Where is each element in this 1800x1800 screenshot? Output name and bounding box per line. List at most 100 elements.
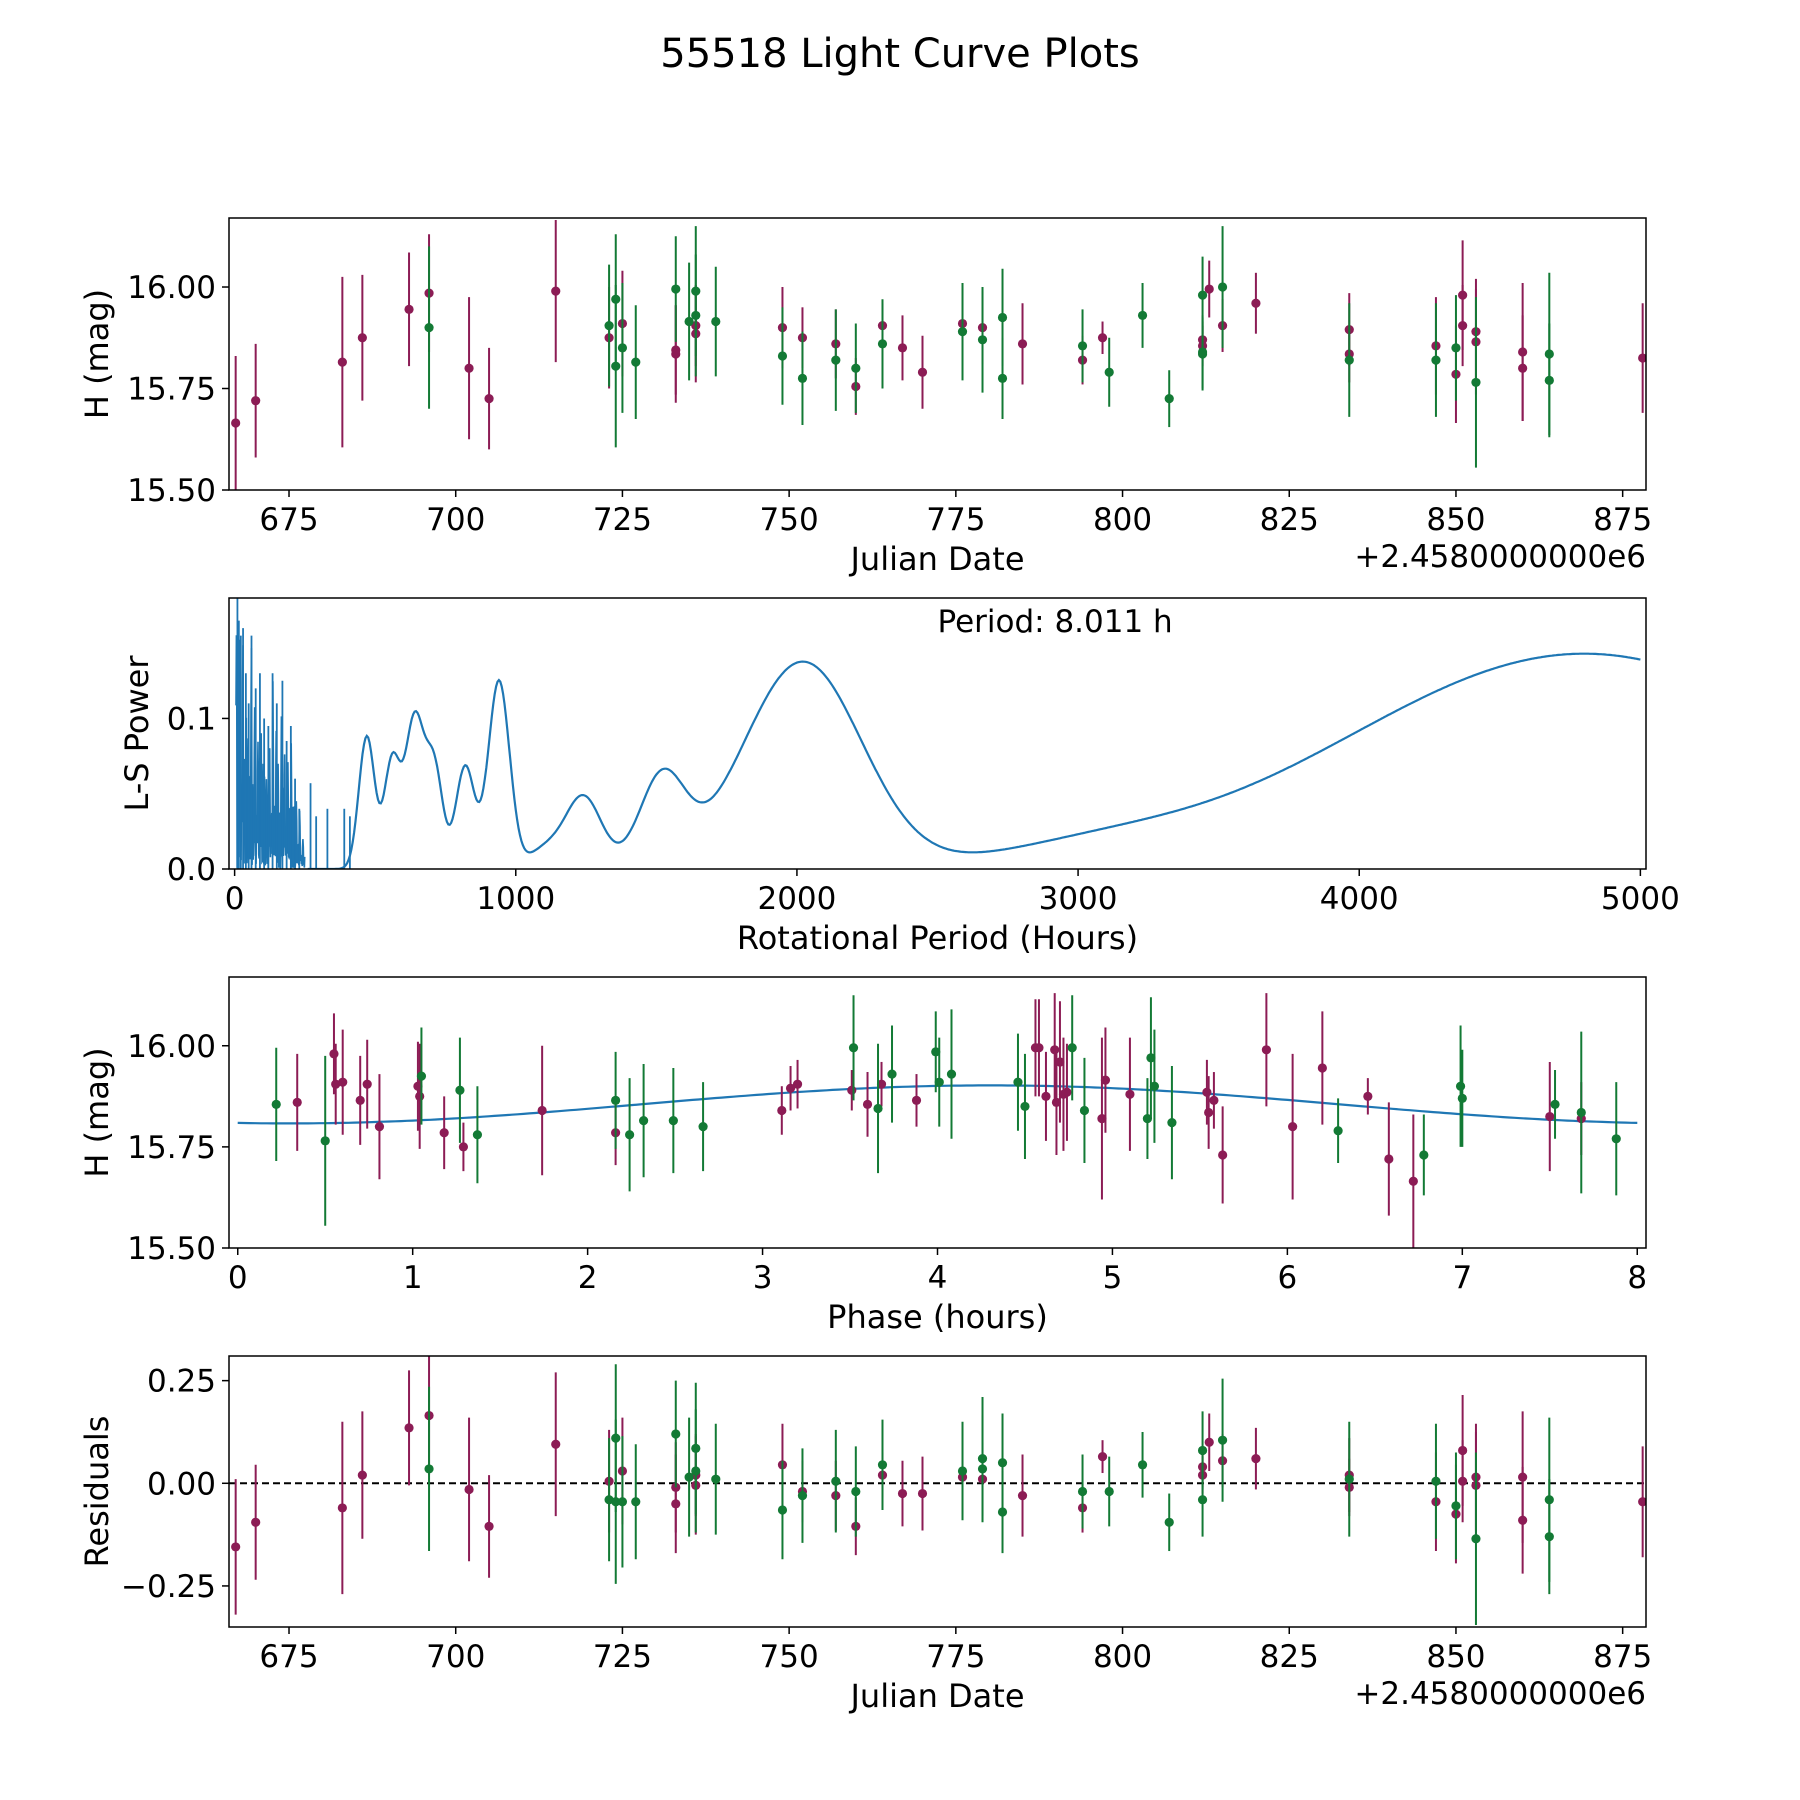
data-point <box>1344 355 1354 365</box>
periodogram-noise <box>235 635 306 869</box>
data-point <box>1457 1093 1467 1103</box>
data-point <box>1164 394 1174 404</box>
data-point <box>877 1460 888 1470</box>
data-point <box>1458 320 1468 331</box>
y-tick-label: 0.00 <box>147 1466 216 1502</box>
period-annotation: Period: 8.011 h <box>938 604 1173 640</box>
data-point <box>1202 1087 1212 1097</box>
x-offset-label: +2.4580000000e6 <box>1354 539 1646 575</box>
data-point <box>957 327 968 337</box>
y-tick-label: 0.0 <box>167 852 216 888</box>
data-point <box>1431 355 1441 365</box>
data-point <box>1431 1476 1441 1486</box>
data-point <box>1137 1460 1148 1470</box>
data-point <box>631 357 641 367</box>
data-point <box>1217 1435 1228 1445</box>
x-tick-label: 0 <box>228 1260 248 1296</box>
data-point <box>231 418 241 428</box>
data-point <box>1251 298 1261 308</box>
data-point <box>1333 1126 1343 1136</box>
data-point <box>777 1505 788 1515</box>
data-point <box>458 1142 469 1152</box>
data-point <box>1204 1107 1214 1118</box>
data-point <box>357 333 367 343</box>
periodogram-line <box>307 652 1641 869</box>
x-tick-label: 7 <box>1452 1260 1472 1296</box>
data-point <box>1251 1454 1261 1464</box>
data-point <box>455 1085 465 1095</box>
data-point <box>424 1464 434 1474</box>
panel-periodogram: 0 1000 2000 3000 4000 5000 0.0 0.1 Rotational Pe… <box>118 597 1680 957</box>
x-tick-label: 750 <box>760 502 819 538</box>
data-point <box>847 1085 857 1095</box>
plot-area-phased <box>237 993 1638 1248</box>
data-point <box>1218 1150 1228 1160</box>
data-point <box>1419 1150 1429 1160</box>
x-tick-label: 2000 <box>757 881 836 917</box>
data-point <box>1104 1486 1114 1497</box>
data-point <box>1067 1043 1077 1053</box>
data-point <box>1471 377 1481 388</box>
y-tick-label: 0.25 <box>147 1364 216 1400</box>
data-point <box>617 343 628 353</box>
x-tick-label: 5000 <box>1601 881 1680 917</box>
data-point <box>1079 1105 1090 1116</box>
x-tick-label: 3 <box>753 1260 773 1296</box>
data-point <box>851 363 861 373</box>
x-tick-label: 800 <box>1093 1639 1152 1675</box>
data-point <box>231 1542 241 1552</box>
data-point <box>362 1079 372 1089</box>
data-point <box>404 304 414 314</box>
data-point <box>931 1047 941 1057</box>
data-point <box>997 1458 1008 1468</box>
data-point <box>877 339 888 349</box>
data-point <box>337 1503 347 1513</box>
data-point <box>671 284 681 294</box>
data-point <box>792 1079 803 1089</box>
data-point <box>1041 1091 1051 1101</box>
x-tick-label: 825 <box>1260 502 1319 538</box>
data-point <box>464 363 474 373</box>
y-tick-label: 16.00 <box>127 1029 216 1065</box>
data-point <box>1013 1077 1023 1087</box>
y-tick-label: 15.50 <box>127 1231 216 1267</box>
data-point <box>848 1043 859 1053</box>
data-point <box>1408 1176 1418 1186</box>
data-point <box>631 1497 641 1507</box>
x-tick-label: 825 <box>1260 1639 1319 1675</box>
data-point <box>1034 1043 1044 1053</box>
panel-phased: 0 1 2 3 4 5 6 7 8 15.50 15.75 16.00 Phase (hours) H (… <box>78 976 1647 1336</box>
data-point <box>1017 339 1028 349</box>
x-offset-label: +2.4580000000e6 <box>1354 1676 1646 1712</box>
y-tick-label: 16.00 <box>127 270 216 306</box>
data-point <box>1167 1118 1177 1128</box>
x-tick-label: 850 <box>1426 502 1485 538</box>
data-point <box>639 1115 649 1126</box>
data-point <box>1062 1087 1072 1097</box>
data-point <box>617 1497 628 1507</box>
data-point <box>415 1091 425 1101</box>
series-filter-b <box>424 226 1554 468</box>
data-point <box>1137 310 1148 321</box>
x-tick-label: 775 <box>926 1639 985 1675</box>
series-filter-a <box>231 220 1646 490</box>
data-point <box>1097 1113 1107 1124</box>
data-point <box>1050 1045 1060 1055</box>
y-tick-label: 15.75 <box>127 372 216 408</box>
data-point <box>1217 282 1228 292</box>
x-tick-label: 875 <box>1593 502 1652 538</box>
data-point <box>917 367 928 377</box>
x-tick-label: 2 <box>578 1260 598 1296</box>
data-point <box>484 394 494 404</box>
data-point <box>329 1049 339 1059</box>
x-axis-label: Rotational Period (Hours) <box>737 919 1138 957</box>
data-point <box>1146 1053 1156 1063</box>
data-point <box>1077 1486 1088 1497</box>
x-tick-label: 700 <box>426 502 485 538</box>
data-point <box>1317 1063 1327 1073</box>
data-point <box>357 1470 367 1480</box>
x-tick-label: 4000 <box>1320 881 1399 917</box>
data-point <box>404 1423 414 1433</box>
data-point <box>897 343 908 353</box>
x-tick-label: 700 <box>426 1639 485 1675</box>
